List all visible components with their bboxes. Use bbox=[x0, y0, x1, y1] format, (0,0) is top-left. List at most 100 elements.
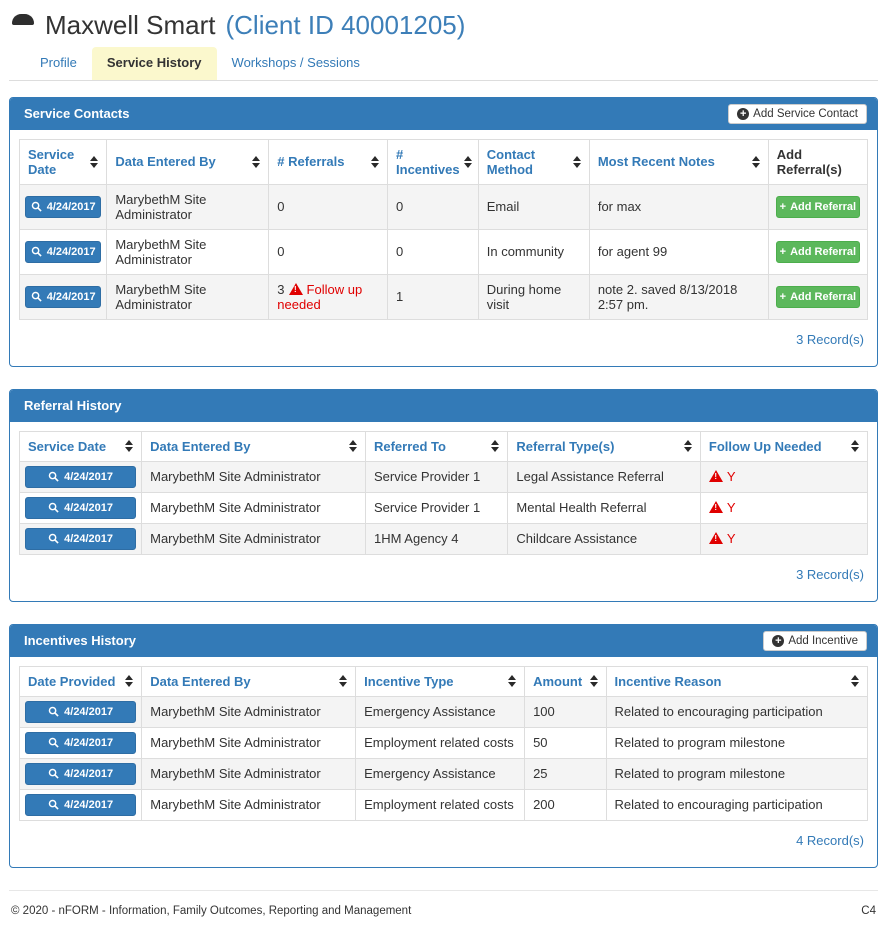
view-incentive-button[interactable]: 4/24/2017 bbox=[25, 762, 137, 785]
col-incentive-reason[interactable]: Incentive Reason bbox=[605, 665, 869, 697]
col-service-date[interactable]: Service Date bbox=[18, 430, 143, 462]
plus-circle-icon: + bbox=[737, 107, 750, 120]
col-amount[interactable]: Amount bbox=[524, 665, 607, 697]
tab-workshops-sessions[interactable]: Workshops / Sessions bbox=[231, 55, 360, 70]
sort-icon[interactable] bbox=[125, 675, 134, 688]
magnifier-icon bbox=[48, 503, 59, 514]
table-row: 4/24/2017 MarybethM Site Administrator 0… bbox=[18, 183, 869, 230]
view-service-contact-button[interactable]: 4/24/2017 bbox=[25, 285, 102, 308]
sort-icon[interactable] bbox=[683, 440, 692, 453]
view-incentive-button[interactable]: 4/24/2017 bbox=[25, 731, 137, 754]
cell-entered-by: MarybethM Site Administrator bbox=[106, 183, 270, 230]
add-referral-button[interactable]: + Add Referral bbox=[775, 240, 860, 263]
cell-amount: 50 bbox=[524, 726, 607, 759]
add-incentive-button[interactable]: + Add Incentive bbox=[763, 630, 867, 651]
tab-service-history[interactable]: Service History bbox=[91, 47, 217, 80]
sort-icon[interactable] bbox=[851, 440, 859, 453]
cell-contact-method: During home visit bbox=[477, 273, 590, 320]
col-referrals[interactable]: # Referrals bbox=[268, 138, 389, 185]
sort-icon[interactable] bbox=[252, 155, 261, 168]
table-row: 4/24/2017 MarybethM Site Administrator S… bbox=[18, 460, 869, 493]
page-footer: © 2020 - nFORM - Information, Family Out… bbox=[9, 889, 878, 929]
view-referral-button[interactable]: 4/24/2017 bbox=[25, 527, 137, 550]
cell-contact-method: In community bbox=[477, 228, 590, 275]
col-date-provided[interactable]: Date Provided bbox=[18, 665, 143, 697]
col-service-date[interactable]: Service Date bbox=[18, 138, 108, 185]
referral-history-heading: Referral History bbox=[10, 389, 877, 422]
col-add-referrals: Add Referral(s) bbox=[767, 138, 869, 185]
sort-icon[interactable] bbox=[589, 675, 598, 688]
referral-history-body: Service Date Data Entered By Referred To… bbox=[10, 422, 877, 601]
col-referral-types[interactable]: Referral Type(s) bbox=[507, 430, 701, 462]
col-follow-up-needed[interactable]: Follow Up Needed bbox=[699, 430, 869, 462]
add-referral-button[interactable]: + Add Referral bbox=[775, 285, 860, 308]
sort-icon[interactable] bbox=[572, 155, 581, 168]
col-most-recent-notes[interactable]: Most Recent Notes bbox=[588, 138, 769, 185]
table-header-row: Service Date Data Entered By # Referrals… bbox=[18, 138, 869, 185]
cell-entered-by: MarybethM Site Administrator bbox=[141, 491, 366, 524]
cell-incentive-reason: Related to program milestone bbox=[605, 757, 869, 790]
col-incentive-type[interactable]: Incentive Type bbox=[355, 665, 526, 697]
magnifier-icon bbox=[48, 738, 59, 749]
sort-icon[interactable] bbox=[751, 155, 760, 168]
service-contacts-table: Service Date Data Entered By # Referrals… bbox=[18, 138, 869, 320]
cell-incentive-type: Emergency Assistance bbox=[355, 695, 526, 728]
follow-up-needed-label: Follow up needed bbox=[277, 281, 363, 312]
sort-icon[interactable] bbox=[463, 155, 472, 168]
view-incentive-button[interactable]: 4/24/2017 bbox=[25, 700, 137, 723]
col-incentives[interactable]: # Incentives bbox=[387, 138, 479, 185]
sort-icon[interactable] bbox=[371, 155, 380, 168]
cell-referrals: 0 bbox=[268, 183, 389, 230]
col-data-entered-by[interactable]: Data Entered By bbox=[141, 665, 357, 697]
col-referred-to[interactable]: Referred To bbox=[364, 430, 509, 462]
service-contacts-heading: Service Contacts + Add Service Contact bbox=[10, 97, 877, 130]
sort-icon[interactable] bbox=[339, 675, 348, 688]
col-contact-method[interactable]: Contact Method bbox=[477, 138, 590, 185]
add-referral-button[interactable]: + Add Referral bbox=[775, 195, 860, 218]
warning-icon bbox=[708, 532, 723, 545]
cell-entered-by: MarybethM Site Administrator bbox=[141, 726, 357, 759]
view-service-contact-button[interactable]: 4/24/2017 bbox=[25, 240, 102, 263]
table-row: 4/24/2017 MarybethM Site Administrator 1… bbox=[18, 522, 869, 555]
record-count: 3 Record(s) bbox=[796, 566, 864, 582]
cell-incentives: 1 bbox=[387, 273, 479, 320]
sort-icon[interactable] bbox=[491, 440, 500, 453]
cell-amount: 100 bbox=[524, 695, 607, 728]
tab-profile[interactable]: Profile bbox=[40, 55, 77, 70]
warning-icon bbox=[708, 470, 723, 483]
sort-icon[interactable] bbox=[125, 440, 134, 453]
incentives-history-body: Date Provided Data Entered By Incentive … bbox=[10, 657, 877, 867]
table-row: 4/24/2017 MarybethM Site Administrator S… bbox=[18, 491, 869, 524]
add-service-contact-button[interactable]: + Add Service Contact bbox=[728, 103, 867, 124]
cell-incentives: 0 bbox=[387, 183, 479, 230]
tab-bar: Profile Service History Workshops / Sess… bbox=[9, 47, 878, 81]
col-data-entered-by[interactable]: Data Entered By bbox=[141, 430, 366, 462]
referral-history-panel: Referral History Service Date Data Enter… bbox=[9, 388, 878, 602]
cell-contact-method: Email bbox=[477, 183, 590, 230]
cell-referrals: 0 bbox=[268, 228, 389, 275]
plus-icon: + bbox=[779, 290, 787, 303]
cell-referral-type: Childcare Assistance bbox=[507, 522, 701, 555]
magnifier-icon bbox=[48, 769, 59, 780]
cell-entered-by: MarybethM Site Administrator bbox=[141, 788, 357, 821]
table-header-row: Service Date Data Entered By Referred To… bbox=[18, 430, 869, 462]
sort-icon[interactable] bbox=[851, 675, 859, 688]
sort-icon[interactable] bbox=[508, 675, 517, 688]
view-service-contact-button[interactable]: 4/24/2017 bbox=[25, 195, 102, 218]
view-referral-button[interactable]: 4/24/2017 bbox=[25, 496, 137, 519]
sort-icon[interactable] bbox=[348, 440, 357, 453]
cell-entered-by: MarybethM Site Administrator bbox=[141, 695, 357, 728]
magnifier-icon bbox=[31, 292, 42, 303]
view-incentive-button[interactable]: 4/24/2017 bbox=[25, 793, 137, 816]
table-row: 4/24/2017 MarybethM Site Administrator E… bbox=[18, 757, 869, 790]
cell-follow-up: Y bbox=[699, 522, 869, 555]
sort-icon[interactable] bbox=[90, 155, 99, 168]
warning-icon bbox=[288, 282, 303, 295]
col-data-entered-by[interactable]: Data Entered By bbox=[106, 138, 270, 185]
cell-incentive-type: Employment related costs bbox=[355, 788, 526, 821]
plus-icon: + bbox=[779, 245, 787, 258]
cell-amount: 25 bbox=[524, 757, 607, 790]
cell-entered-by: MarybethM Site Administrator bbox=[141, 757, 357, 790]
view-referral-button[interactable]: 4/24/2017 bbox=[25, 465, 137, 488]
magnifier-icon bbox=[48, 800, 59, 811]
